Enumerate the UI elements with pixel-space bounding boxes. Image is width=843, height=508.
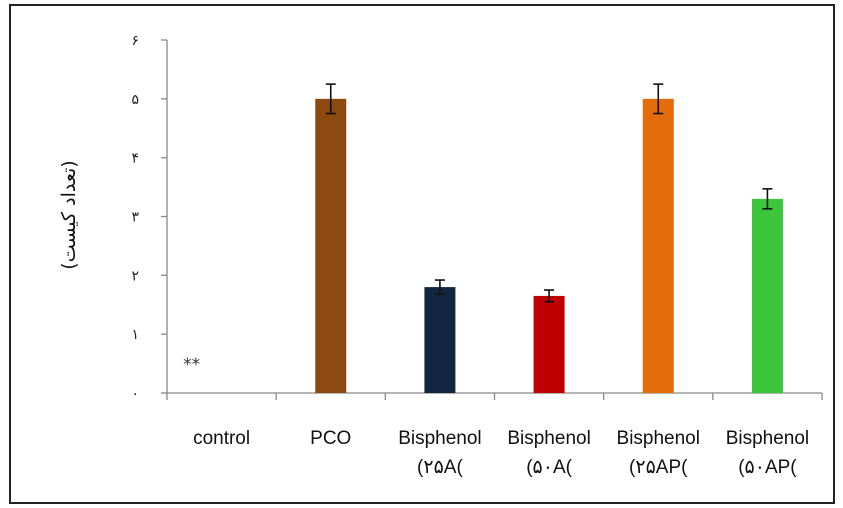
x-category-label: Bisphenol bbox=[398, 428, 481, 449]
chart-frame bbox=[9, 4, 835, 504]
y-tick-label: ۱ bbox=[131, 327, 139, 343]
x-category-label: (۲۵AP( bbox=[629, 457, 688, 478]
x-category-label: (۵۰A( bbox=[526, 457, 572, 478]
y-tick-label: ۲ bbox=[131, 268, 139, 284]
y-axis-label: (تعداد کیست) bbox=[58, 160, 80, 269]
x-category-label: control bbox=[193, 428, 250, 449]
y-tick-label: ۵ bbox=[131, 92, 139, 108]
y-tick-label: ۶ bbox=[131, 33, 139, 49]
y-tick-label: ۴ bbox=[131, 151, 139, 167]
x-category-label: Bisphenol bbox=[617, 428, 700, 449]
bar bbox=[642, 98, 674, 393]
x-category-label: (۵۰AP( bbox=[738, 457, 797, 478]
bar bbox=[424, 287, 456, 393]
x-category-label: (۲۵A( bbox=[417, 457, 463, 478]
bar bbox=[533, 295, 565, 393]
x-category-label: PCO bbox=[310, 428, 351, 449]
x-category-label: Bisphenol bbox=[726, 428, 809, 449]
bar bbox=[315, 98, 347, 393]
significance-annotation: ** bbox=[183, 355, 200, 375]
y-tick-label: ۳ bbox=[131, 210, 139, 226]
y-tick-label: ۰ bbox=[131, 386, 139, 402]
x-category-label: Bisphenol bbox=[507, 428, 590, 449]
bar bbox=[751, 198, 783, 393]
